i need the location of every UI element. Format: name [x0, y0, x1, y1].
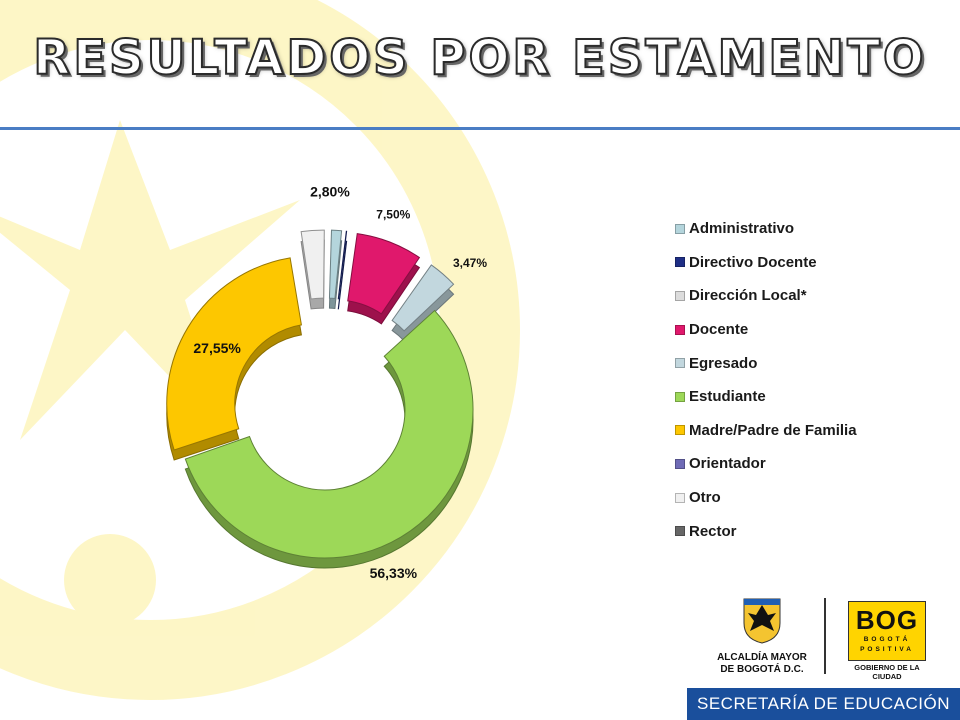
- legend-label: Egresado: [689, 354, 758, 372]
- pie-slice: [184, 309, 474, 559]
- legend-label: Directivo Docente: [689, 253, 817, 271]
- alcaldia-logo: ALCALDÍA MAYOR DE BOGOTÁ D.C.: [712, 597, 812, 676]
- alcaldia-text: ALCALDÍA MAYOR DE BOGOTÁ D.C.: [717, 652, 807, 675]
- legend-item: Madre/Padre de Familia: [675, 414, 935, 448]
- legend-item: Dirección Local*: [675, 279, 935, 313]
- legend-item: Directivo Docente: [675, 246, 935, 280]
- legend-label: Madre/Padre de Familia: [689, 421, 857, 439]
- bog-subtitle-2: POSITIVA: [860, 646, 914, 653]
- legend-label: Orientador: [689, 455, 766, 473]
- legend-item: Rector: [675, 514, 935, 548]
- legend-label: Otro: [689, 489, 721, 507]
- data-label: 3,47%: [453, 256, 487, 270]
- legend-label: Dirección Local*: [689, 287, 807, 305]
- legend-item: Docente: [675, 313, 935, 347]
- legend-swatch: [675, 458, 685, 469]
- title-divider: [0, 127, 960, 130]
- coat-of-arms-icon: [743, 598, 781, 644]
- legend-label: Docente: [689, 321, 749, 339]
- legend-item: Otro: [675, 481, 935, 515]
- legend-item: Egresado: [675, 346, 935, 380]
- pie-slice: [328, 229, 343, 300]
- legend-label: Rector: [689, 522, 737, 540]
- legend-swatch: [675, 290, 685, 301]
- pie-slice: [391, 264, 455, 332]
- slide-title: RESULTADOS POR ESTAMENTO: [32, 29, 927, 87]
- legend-swatch: [675, 391, 685, 402]
- bog-word: BOG: [855, 605, 919, 635]
- data-label: 56,33%: [370, 565, 418, 581]
- logo-separator: [824, 598, 826, 674]
- legend-swatch: [675, 425, 685, 436]
- legend-label: Estudiante: [689, 388, 766, 406]
- legend-swatch: [675, 257, 685, 268]
- chart-legend: Administrativo Directivo Docente Dirección…: [675, 212, 935, 548]
- data-label: 2,80%: [310, 184, 350, 200]
- pie-slice: [300, 229, 325, 300]
- legend-swatch: [675, 223, 685, 234]
- legend-label: Administrativo: [689, 220, 795, 238]
- legend-item: Estudiante: [675, 380, 935, 414]
- secretaria-footer: SECRETARÍA DE EDUCACIÓN: [687, 688, 960, 720]
- doughnut-chart: 7,50% 3,47% 56,33% 27,55% 2,80%: [166, 184, 487, 581]
- legend-swatch: [675, 324, 685, 335]
- slice-depth: [337, 240, 348, 310]
- pie-slice: [337, 230, 348, 300]
- bog-logo: BOG BOGOTÁ POSITIVA: [848, 601, 926, 661]
- legend-item: Orientador: [675, 447, 935, 481]
- data-label: 7,50%: [376, 208, 410, 222]
- legend-swatch: [675, 526, 685, 537]
- gobierno-text: GOBIERNO DE LA CIUDAD: [854, 663, 920, 681]
- bog-subtitle-1: BOGOTÁ: [863, 636, 911, 643]
- pie-slice: [347, 233, 421, 315]
- data-label: 27,55%: [193, 340, 241, 356]
- legend-item: Administrativo: [675, 212, 935, 246]
- pie-slice: [166, 257, 303, 451]
- legend-swatch: [675, 358, 685, 369]
- legend-swatch: [675, 492, 685, 503]
